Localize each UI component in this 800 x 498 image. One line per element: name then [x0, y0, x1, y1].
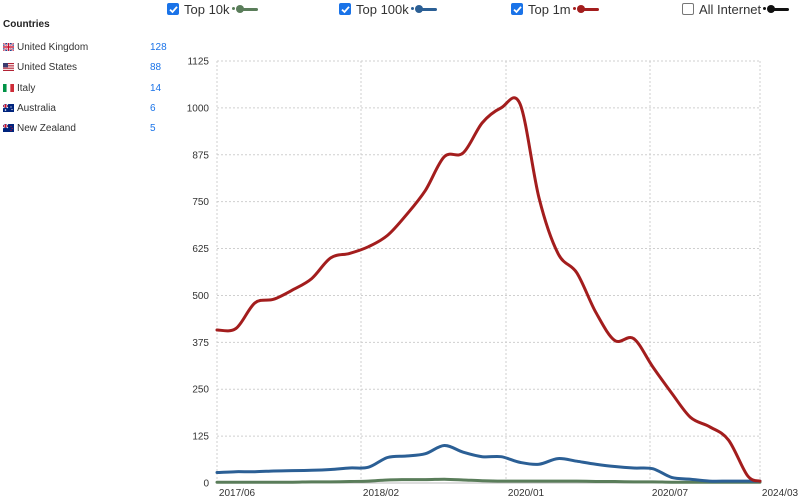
y-tick-label: 250 [192, 385, 209, 396]
x-tick-label: 2020/01 [508, 488, 545, 498]
checkbox-checked-icon[interactable] [167, 3, 179, 15]
y-tick-label: 1125 [187, 57, 209, 68]
country-row-australia[interactable]: Australia 6 [3, 103, 173, 123]
series-swatch-icon [231, 4, 258, 14]
y-tick-label: 125 [192, 432, 209, 443]
country-name: United States [17, 62, 78, 74]
country-row-united-states[interactable]: United States 88 [3, 62, 173, 82]
series-swatch-icon [410, 4, 437, 14]
checkbox-unchecked-icon[interactable] [682, 3, 694, 15]
australia-flag-icon [3, 103, 14, 112]
x-tick-label: 2020/07 [652, 488, 689, 498]
country-name: Italy [17, 82, 36, 94]
legend-item-all-internet[interactable]: All Internet [682, 1, 790, 17]
legend-label: Top 10k [184, 1, 230, 17]
y-tick-label: 375 [192, 338, 209, 349]
country-name: New Zealand [17, 123, 76, 135]
series-line-top-1m [215, 96, 762, 483]
country-name: Australia [17, 102, 56, 114]
y-axis: 0 125 250 375 500 625 750 875 1000 1125 [187, 57, 210, 490]
legend: Top 10k Top 100k Top 1m All Internet [0, 0, 800, 18]
series-line-top-100k [215, 444, 762, 483]
us-flag-icon [3, 63, 14, 72]
y-tick-label: 500 [192, 291, 209, 302]
new-zealand-flag-icon [3, 124, 14, 133]
legend-item-top-10k[interactable]: Top 10k [167, 1, 258, 17]
x-axis: 2017/06 2018/02 2020/01 2020/07 2024/03 [219, 488, 799, 498]
series-swatch-icon [572, 4, 599, 14]
country-row-new-zealand[interactable]: New Zealand 5 [3, 123, 173, 143]
x-tick-label: 2024/03 [762, 488, 799, 498]
country-count: 5 [150, 123, 156, 135]
legend-label: Top 100k [356, 1, 409, 17]
country-row-italy[interactable]: Italy 14 [3, 83, 173, 103]
y-tick-label: 625 [192, 244, 209, 255]
country-count: 14 [150, 82, 162, 94]
countries-title: Countries [3, 19, 50, 30]
x-tick-label: 2017/06 [219, 488, 256, 498]
y-tick-label: 1000 [187, 103, 210, 114]
legend-item-top-100k[interactable]: Top 100k [339, 1, 437, 17]
countries-panel: Countries United Kingdom 128 United Stat… [3, 19, 173, 143]
chart-series [215, 96, 762, 484]
series-line-top-10k [215, 477, 762, 484]
checkbox-checked-icon[interactable] [511, 3, 523, 15]
checkbox-checked-icon[interactable] [339, 3, 351, 15]
italy-flag-icon [3, 83, 14, 92]
legend-label: Top 1m [528, 1, 571, 17]
country-count: 128 [150, 42, 167, 53]
country-count: 88 [150, 62, 162, 74]
chart-grid [216, 60, 761, 484]
country-name: United Kingdom [17, 42, 89, 53]
country-row-united-kingdom[interactable]: United Kingdom 128 [3, 42, 173, 62]
y-tick-label: 875 [192, 150, 209, 161]
y-tick-label: 750 [192, 197, 209, 208]
legend-label: All Internet [699, 1, 762, 17]
x-tick-label: 2018/02 [363, 488, 400, 498]
series-swatch-icon [763, 4, 790, 14]
y-tick-label: 0 [203, 479, 209, 490]
legend-item-top-1m[interactable]: Top 1m [511, 1, 599, 17]
country-count: 6 [150, 102, 156, 114]
uk-flag-icon [3, 43, 14, 51]
